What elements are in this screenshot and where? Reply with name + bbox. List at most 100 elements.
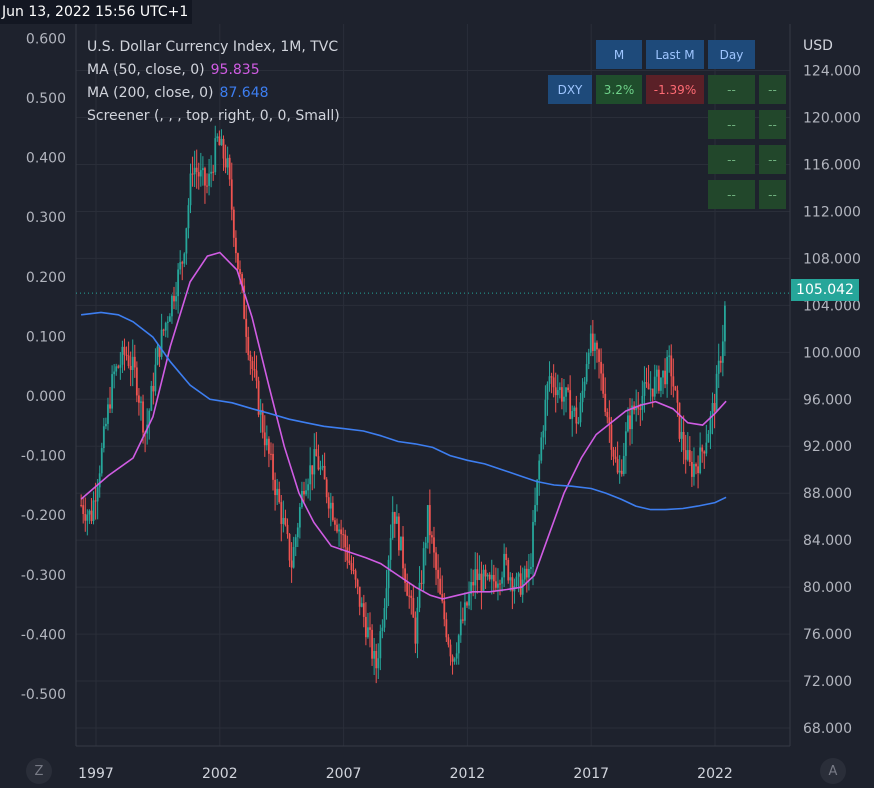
- candle-body: [424, 542, 427, 549]
- candle-body: [117, 366, 120, 368]
- ma200-label: MA (200, close, 0): [87, 85, 214, 101]
- candle-body: [119, 364, 122, 368]
- candle-body: [699, 447, 702, 474]
- candle-body: [561, 387, 563, 402]
- candle-body: [94, 500, 97, 502]
- y-right-tick-label: 100.000: [803, 345, 861, 361]
- candle-body: [100, 448, 103, 474]
- legend-screener[interactable]: Screener (, , , top, right, 0, 0, Small): [87, 108, 340, 124]
- candle-body: [629, 415, 631, 430]
- candle-body: [197, 172, 200, 177]
- candle-body: [416, 607, 419, 644]
- candle-body: [336, 524, 338, 532]
- candle-body: [354, 570, 357, 580]
- candle-body: [90, 510, 93, 522]
- candle-body: [239, 269, 241, 275]
- ma200-line: [81, 311, 727, 511]
- candle-body: [443, 601, 446, 620]
- candle-body: [653, 376, 656, 397]
- candle-body: [348, 560, 351, 564]
- candle-body: [563, 396, 565, 402]
- candle-body: [389, 538, 392, 560]
- candle-body: [162, 329, 165, 331]
- y-right-tick-label: 104.000: [803, 298, 861, 314]
- y-right-tick-label: 112.000: [803, 204, 861, 220]
- candle-body: [707, 433, 710, 443]
- candle-body: [232, 209, 235, 238]
- candle-body: [234, 237, 237, 254]
- candle-body: [331, 502, 334, 521]
- candle-body: [212, 171, 215, 173]
- candle-body: [668, 355, 671, 357]
- y-left-tick-label: 0.200: [26, 270, 66, 286]
- candle-body: [189, 173, 192, 206]
- candle-body: [241, 274, 243, 286]
- candle-body: [548, 376, 551, 384]
- candle-body: [719, 360, 722, 363]
- candle-body: [647, 383, 650, 390]
- candle-body: [455, 653, 458, 659]
- chart-timestamp: Jun 13, 2022 15:56 UTC+1: [0, 0, 192, 24]
- auto-scale-toggle-button[interactable]: A: [820, 758, 846, 784]
- candle-body: [84, 513, 87, 521]
- x-tick-label: 2007: [326, 766, 362, 782]
- candle-body: [338, 529, 340, 532]
- candle-body: [408, 595, 411, 597]
- candle-body: [445, 619, 448, 638]
- candle-body: [168, 316, 171, 322]
- candle-body: [222, 138, 225, 159]
- candle-body: [497, 583, 499, 588]
- candle-body: [705, 442, 708, 454]
- candle-body: [627, 415, 629, 432]
- candle-body: [616, 459, 619, 473]
- ma50-label: MA (50, close, 0): [87, 62, 205, 78]
- candle-body: [678, 402, 681, 439]
- candle-body: [612, 449, 615, 457]
- candle-body: [123, 346, 126, 355]
- candle-body: [439, 578, 442, 595]
- candle-body: [587, 352, 590, 364]
- screener-empty-cell: --: [708, 75, 755, 104]
- candle-body: [342, 534, 345, 536]
- candle-body: [589, 333, 592, 353]
- candle-body: [350, 563, 353, 570]
- candle-body: [449, 644, 452, 657]
- candle-body: [602, 373, 605, 394]
- screener-empty-cell: --: [708, 180, 755, 209]
- candle-body: [585, 363, 588, 382]
- candle-body: [594, 342, 596, 351]
- candle-body: [125, 354, 128, 356]
- screener-empty-cell: --: [708, 145, 755, 174]
- candle-body: [270, 453, 272, 455]
- legend-ma50[interactable]: MA (50, close, 0) 95.835: [87, 59, 340, 82]
- screener-blank: [646, 145, 704, 174]
- y-right-tick-label: 76.000: [803, 627, 852, 643]
- candle-body: [688, 450, 691, 462]
- screener-blank: [596, 180, 642, 209]
- candle-body: [464, 602, 466, 621]
- candle-body: [261, 409, 264, 433]
- candle-body: [393, 512, 396, 524]
- candle-body: [573, 407, 576, 412]
- candle-body: [709, 416, 712, 434]
- screener-blank: [596, 145, 642, 174]
- log-scale-toggle-button[interactable]: Z: [26, 758, 52, 784]
- candle-body: [530, 566, 532, 569]
- candle-body: [422, 548, 425, 584]
- x-tick-label: 2002: [202, 766, 238, 782]
- candle-body: [433, 537, 435, 553]
- candle-body: [276, 488, 279, 496]
- legend-ma200[interactable]: MA (200, close, 0) 87.648: [87, 82, 340, 105]
- candle-body: [468, 593, 470, 606]
- screener-empty-cell: --: [759, 110, 786, 139]
- candle-body: [600, 361, 603, 374]
- candle-body: [173, 295, 175, 302]
- candle-body: [674, 386, 677, 391]
- screener-table: M Last M Day DXY 3.2% -1.39% -- -- -- --…: [548, 40, 786, 209]
- candle-body: [525, 568, 528, 578]
- candle-body: [478, 573, 481, 581]
- legend-symbol-line[interactable]: U.S. Dollar Currency Index, 1M, TVC: [87, 39, 339, 55]
- candle-body: [715, 373, 718, 412]
- y-left-tick-label: -0.100: [21, 449, 66, 465]
- candle-body: [360, 603, 363, 607]
